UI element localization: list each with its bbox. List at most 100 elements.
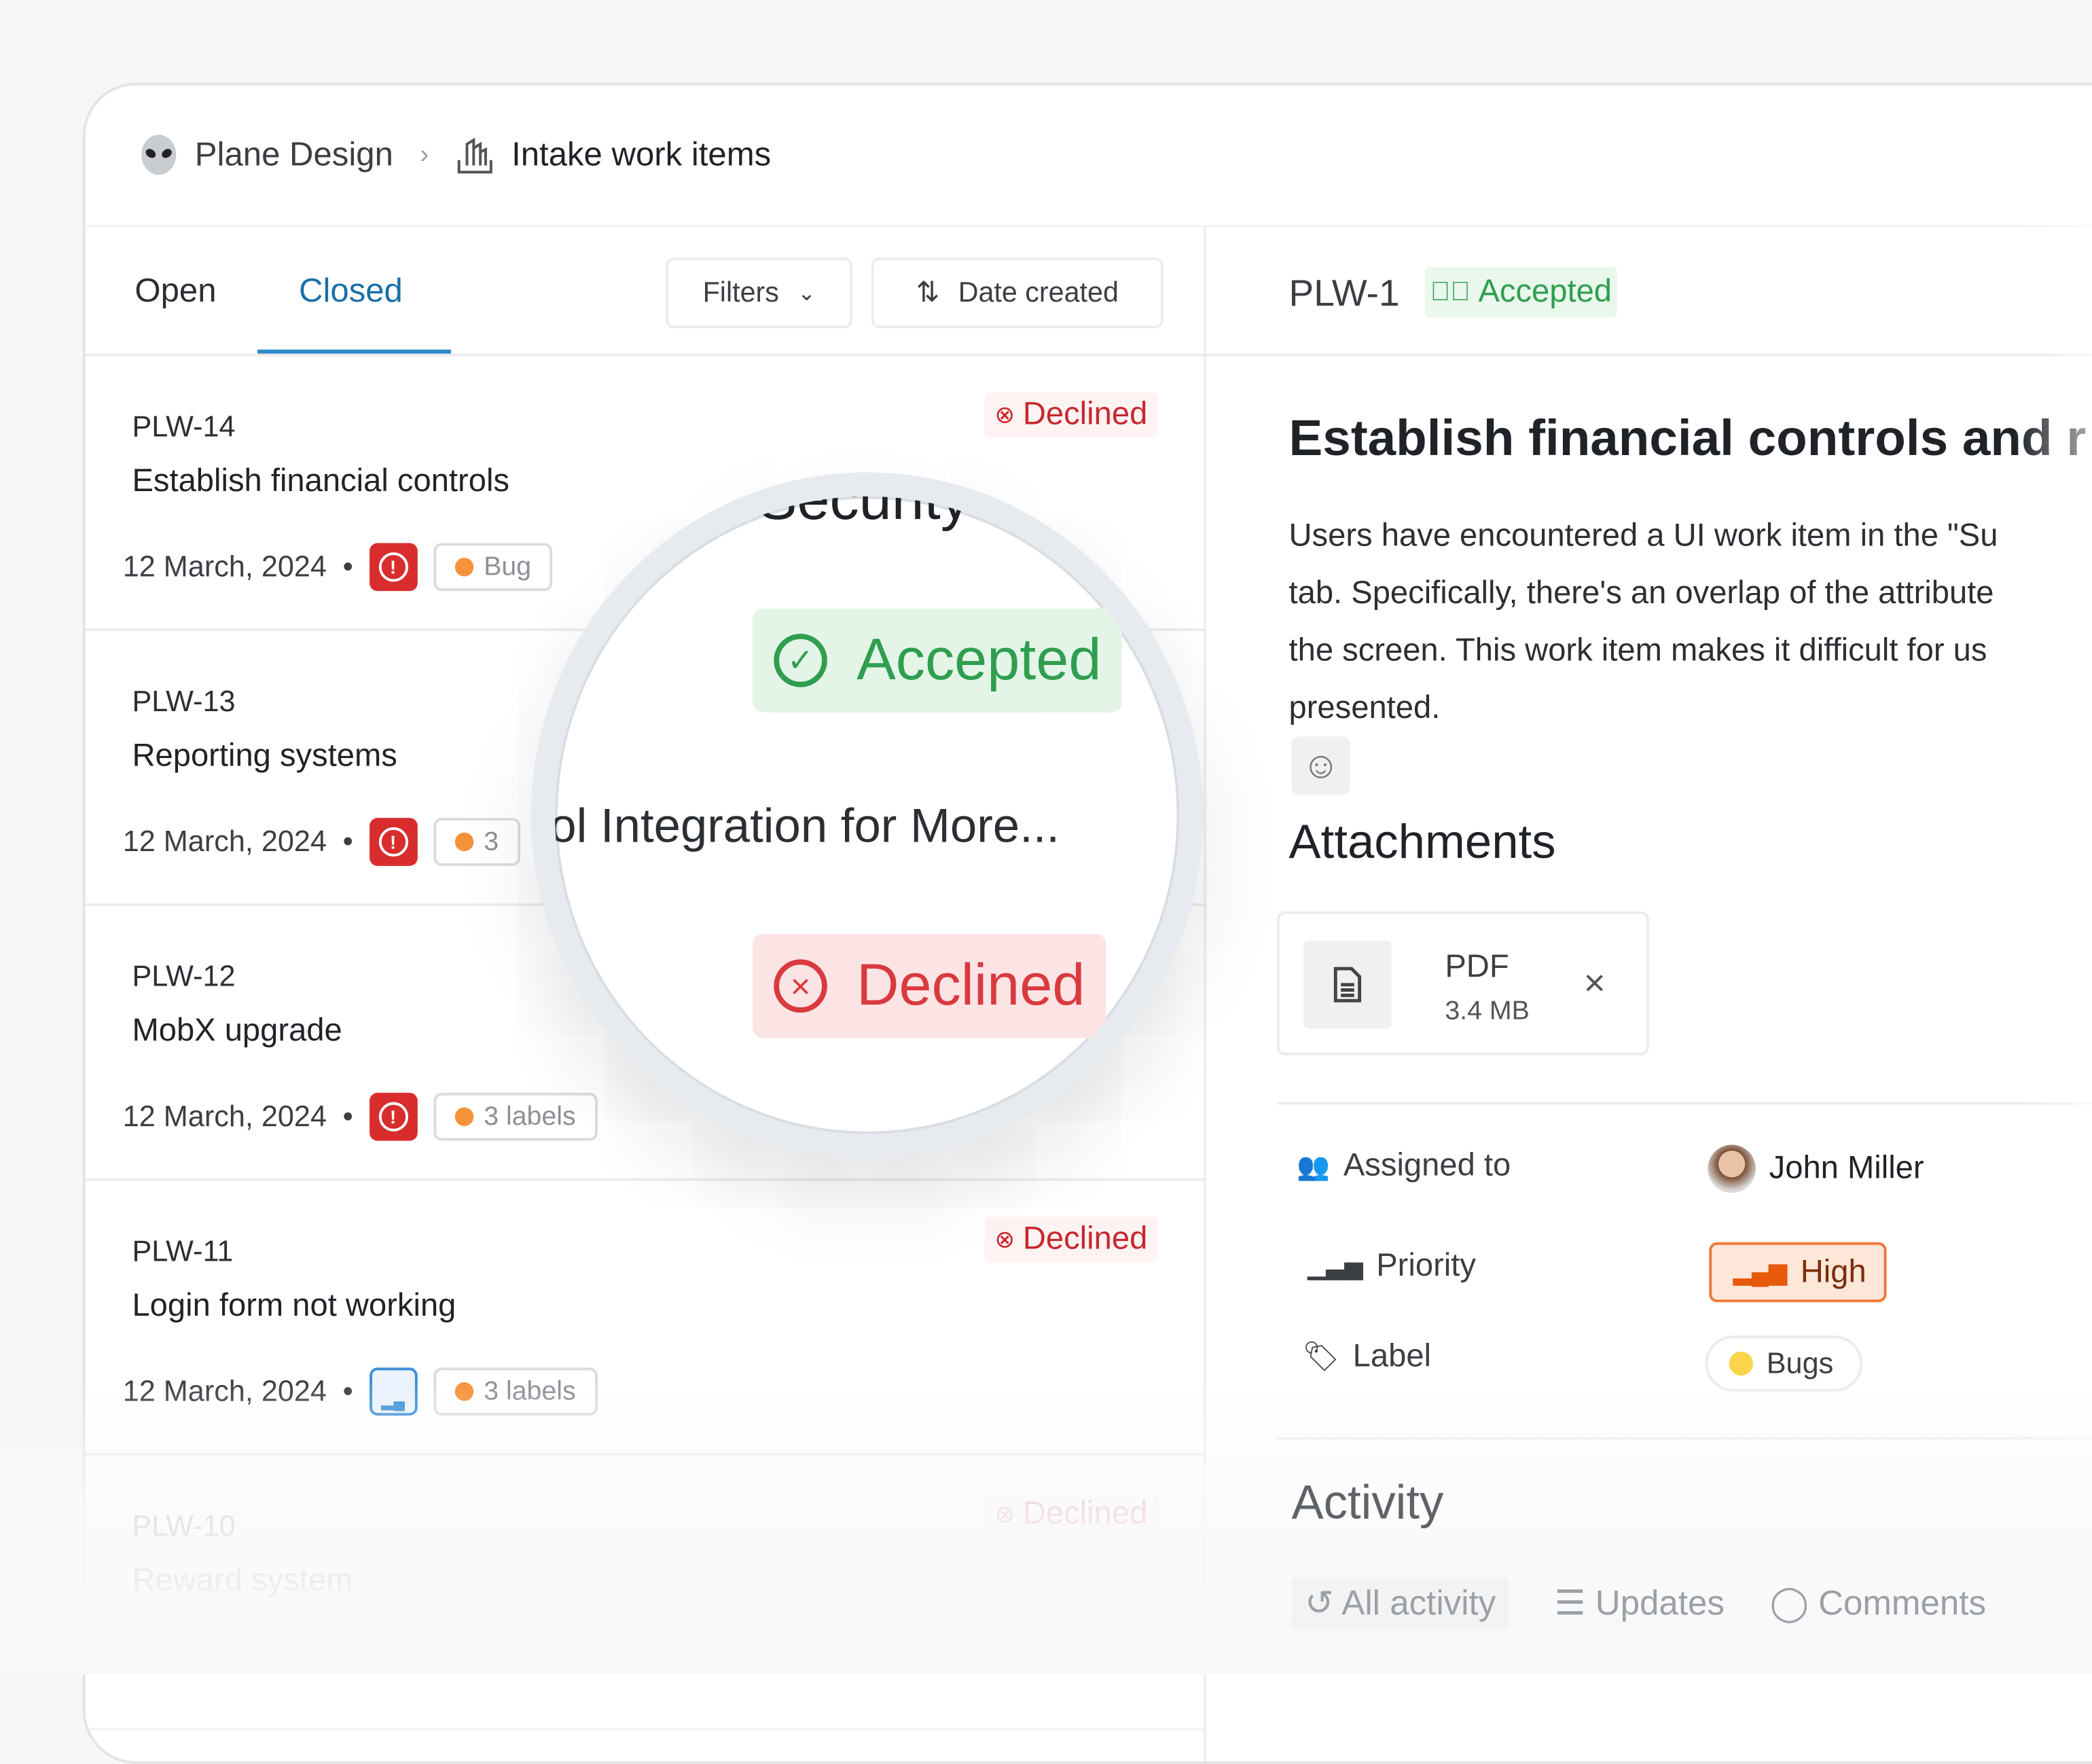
status-badge[interactable]: ⊗ Declined	[984, 1217, 1159, 1263]
priority-urgent-icon[interactable]: !	[369, 1092, 417, 1141]
x-circle-icon: ⊗	[994, 401, 1015, 428]
users-icon: 👥	[1297, 1152, 1331, 1182]
labels-chip[interactable]: 3	[433, 818, 520, 866]
item-meta: 12 March, 2024 •! Bug	[123, 543, 553, 592]
item-meta: 12 March, 2024 •	[123, 1642, 353, 1677]
status-label: Declined	[1022, 1221, 1148, 1257]
filters-button[interactable]: Filters ⌄	[666, 257, 853, 329]
status-label: Declined	[1022, 396, 1148, 433]
tab-label: Updates	[1595, 1582, 1725, 1623]
signal-icon: ▁▃▅	[1308, 1252, 1363, 1279]
tab-updates[interactable]: ☰ Updates	[1555, 1577, 1725, 1630]
detail-header: PLW-1 ✓⃝ Accepted	[1206, 227, 2092, 357]
item-date: 12 March, 2024	[122, 1099, 327, 1133]
x-circle-icon: ⊗	[994, 1225, 1015, 1253]
x-circle-icon: ×	[774, 959, 827, 1013]
check-circle-icon: ✓	[774, 634, 827, 687]
assignee-value[interactable]: John Miller	[1708, 1145, 1924, 1193]
list-item[interactable]: PLW-14 Establish financial controls ⊗ Decl…	[85, 356, 1206, 632]
label-color-dot	[454, 1107, 473, 1126]
labels-text: Bug	[484, 552, 532, 581]
magnified-accepted-badge: ✓ Accepted	[752, 608, 1123, 713]
tab-label: All activity	[1341, 1582, 1496, 1623]
label-value[interactable]: Bugs	[1705, 1335, 1863, 1392]
status-badge[interactable]: ✓⃝ Accepted	[1424, 266, 1617, 318]
tab-label: Comments	[1818, 1582, 1987, 1623]
priority-low-icon[interactable]: ▂▄	[369, 1367, 417, 1416]
item-id: PLW-13	[132, 684, 236, 718]
item-date: 12 March, 2024	[122, 824, 327, 859]
item-id: PLW-11	[132, 1234, 234, 1268]
comment-icon: ◯	[1769, 1582, 1819, 1623]
tab-comments[interactable]: ◯ Comments	[1770, 1577, 1986, 1630]
detail-panel: PLW-1 ✓⃝ Accepted Establish financial con…	[1206, 227, 2092, 1761]
add-reaction-button[interactable]: ☺	[1291, 736, 1350, 795]
tag-icon: 🏷	[1302, 1339, 1340, 1373]
check-circle-icon: ✓⃝	[1430, 276, 1471, 306]
property-priority-label: ▁▃▅ Priority	[1308, 1248, 1476, 1285]
priority-urgent-icon[interactable]: !	[369, 818, 417, 866]
remove-attachment-icon[interactable]: ×	[1583, 962, 1606, 1004]
assignee-name: John Miller	[1769, 1150, 1924, 1187]
item-meta: 12 March, 2024 • ▂▄ 3 labels	[123, 1367, 598, 1416]
sort-button[interactable]: ⇅ Date created	[871, 257, 1164, 329]
breadcrumb-workspace[interactable]: Plane Design	[194, 136, 393, 174]
status-label: Declined	[1022, 1495, 1148, 1532]
list-item[interactable]: PLW-12 MobX upgrade 12 March, 2024 •! 3 lab…	[85, 906, 1206, 1181]
tab-all-activity[interactable]: ↺ All activity	[1291, 1577, 1509, 1630]
labels-chip[interactable]: 3 labels	[433, 1367, 598, 1416]
divider	[1276, 1437, 2092, 1440]
active-tab-indicator	[257, 349, 451, 354]
filters-label: Filters	[702, 276, 779, 308]
avatar	[1708, 1145, 1756, 1193]
item-title: Reporting systems	[132, 738, 397, 774]
chevron-down-icon: ⌄	[797, 282, 816, 305]
label-color-dot	[454, 558, 473, 577]
item-id: PLW-14	[132, 410, 236, 444]
attachment-card[interactable]: PDF 3.4 MB ×	[1276, 911, 1649, 1056]
item-title: Establish financial controls	[132, 463, 509, 499]
tab-open[interactable]: Open	[134, 272, 217, 310]
priority-label: High	[1800, 1253, 1866, 1290]
sort-label: Date created	[958, 276, 1119, 308]
label-name: Bugs	[1766, 1346, 1834, 1380]
labels-chip[interactable]: 3 labels	[433, 1092, 598, 1141]
divider	[1276, 1102, 2092, 1105]
list-item[interactable]: PLW-11 Login form not working ⊗ Declined 12…	[85, 1181, 1206, 1456]
attachment-size: 3.4 MB	[1445, 996, 1530, 1026]
property-label: Priority	[1376, 1247, 1476, 1284]
activity-tabs: ↺ All activity ☰ Updates ◯ Comments	[1291, 1577, 1986, 1630]
priority-value[interactable]: ▂▄▆ High	[1709, 1242, 1887, 1303]
sort-icon: ⇅	[916, 277, 940, 308]
separator-dot: •	[342, 1374, 353, 1408]
badge-label: Accepted	[856, 627, 1102, 693]
separator-dot: •	[342, 1099, 353, 1133]
alien-icon	[141, 134, 177, 175]
x-circle-icon: ⊗	[994, 1500, 1015, 1528]
history-icon: ↺	[1305, 1582, 1342, 1623]
detail-description[interactable]: Users have encountered a UI work item in…	[1289, 507, 1998, 736]
property-label: Assigned to	[1343, 1147, 1511, 1184]
attachments-heading: Attachments	[1288, 814, 1556, 869]
label-color-dot	[1729, 1351, 1754, 1376]
item-meta: 12 March, 2024 •! 3	[123, 818, 520, 866]
labels-chip[interactable]: Bug	[433, 543, 553, 592]
property-assigned-label: 👥 Assigned to	[1297, 1147, 1511, 1185]
list-item[interactable]: PLW-10 Reward system ⊗ Declined 12 March, 2…	[85, 1456, 1206, 1731]
property-label: Label	[1352, 1338, 1432, 1375]
item-id: PLW-10	[132, 1509, 236, 1543]
status-badge[interactable]: ⊗ Declined	[984, 392, 1159, 438]
labels-text: 3	[484, 826, 499, 857]
detail-id: PLW-1	[1288, 272, 1400, 314]
tab-closed[interactable]: Closed	[299, 272, 403, 310]
magnifier-lens: Security ✓ Accepted ol Integration for Mo…	[530, 472, 1204, 1159]
separator-dot: •	[342, 824, 353, 859]
item-meta: 12 March, 2024 •! 3 labels	[122, 1092, 598, 1141]
list-tabs: Open Closed Filters ⌄ ⇅ Date created	[85, 227, 1206, 357]
magnified-text: ol Integration for More...	[549, 797, 1060, 853]
priority-urgent-icon[interactable]: !	[369, 543, 417, 592]
description-line: the screen. This work item makes it diff…	[1288, 632, 1987, 669]
detail-title[interactable]: Establish financial controls and r	[1288, 411, 2087, 467]
status-badge[interactable]: ⊗ Declined	[984, 1492, 1159, 1537]
attachment-type: PDF	[1445, 948, 1509, 985]
